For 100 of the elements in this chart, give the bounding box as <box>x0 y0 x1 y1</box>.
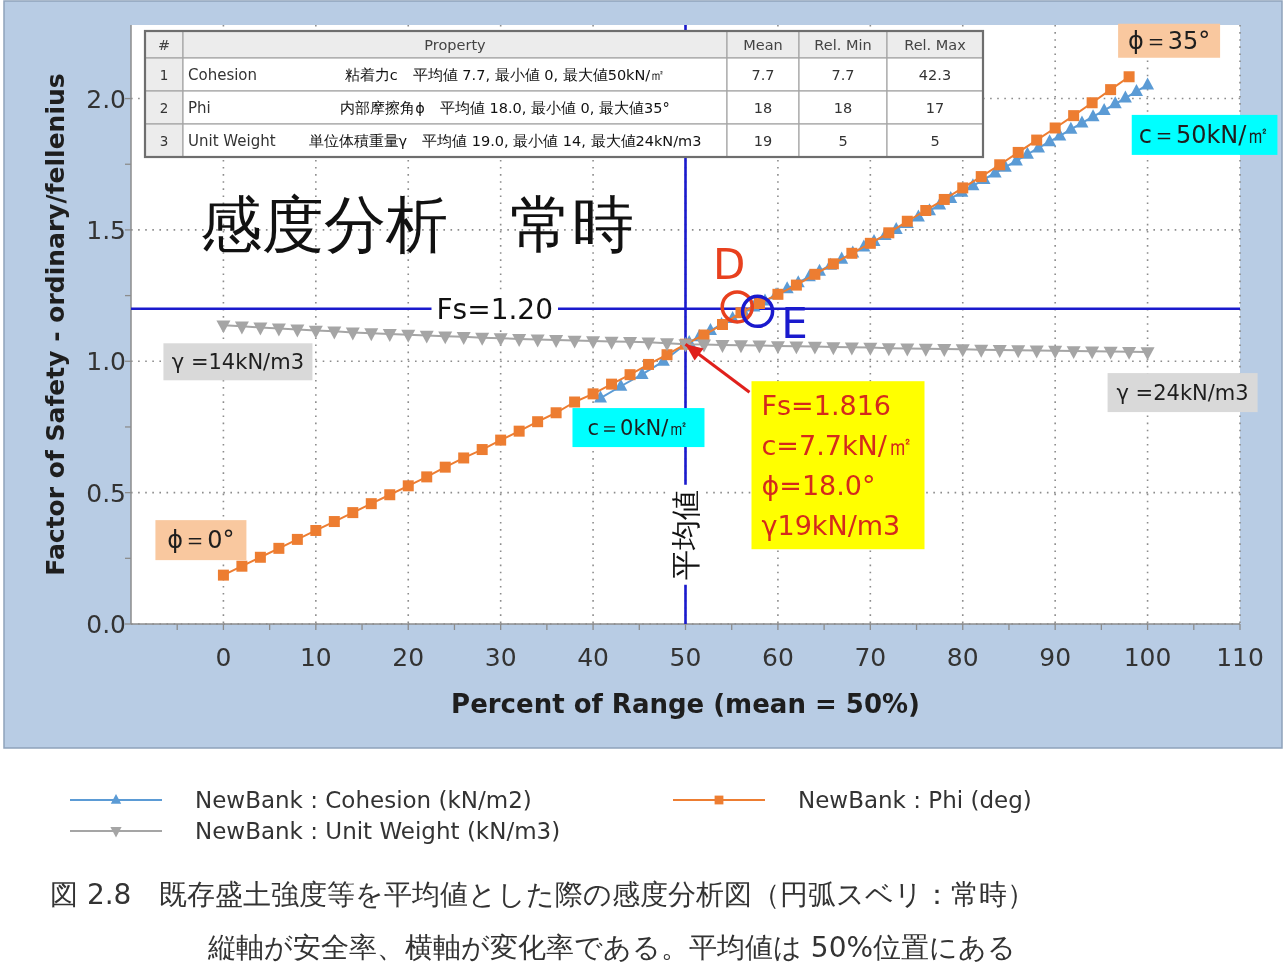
point <box>733 340 748 354</box>
point <box>661 349 673 361</box>
point <box>532 416 544 428</box>
point <box>863 342 878 356</box>
point <box>1103 346 1118 360</box>
point <box>1129 83 1143 97</box>
text: 縦軸が安全率、横軸が変化率である。平均値は 50%位置にある <box>206 930 1017 964</box>
caption: 図 2.8 既存盛土強度等を平均値とした際の感度分析図（円弧スベリ：常時） <box>50 877 1036 911</box>
point <box>643 358 655 370</box>
point <box>290 324 305 338</box>
point <box>994 159 1006 171</box>
point <box>513 425 525 437</box>
point <box>864 237 876 249</box>
point <box>920 204 932 216</box>
x-tick-label: 90 <box>1039 642 1072 672</box>
annotation: 粘着力c 平均値 7.7, 最小値 0, 最大値50kN/㎡ <box>344 66 666 83</box>
point <box>402 480 414 492</box>
point <box>1011 345 1026 359</box>
annotation: 2 <box>159 99 169 116</box>
point <box>1105 84 1117 96</box>
point <box>1043 134 1057 147</box>
annotation: Phi <box>188 98 211 117</box>
text: 感度分析 常時 <box>200 187 634 261</box>
point <box>770 341 785 355</box>
point <box>1031 134 1043 146</box>
point <box>604 336 619 350</box>
point <box>1048 345 1063 359</box>
point <box>236 560 248 572</box>
point <box>1122 346 1137 360</box>
annotation: γ =24kN/m3 <box>1116 380 1249 405</box>
point <box>698 329 710 341</box>
point <box>587 388 599 400</box>
point <box>1140 347 1155 361</box>
point <box>234 321 249 335</box>
annotation: 42.3 <box>918 66 952 83</box>
point <box>753 297 765 309</box>
point <box>937 344 952 357</box>
point <box>439 461 451 473</box>
point <box>1123 71 1135 83</box>
annotation: D <box>713 239 746 289</box>
point <box>495 434 507 446</box>
y-tick-label: 1.5 <box>86 215 126 245</box>
point <box>493 333 508 347</box>
point <box>458 452 470 464</box>
point <box>606 378 618 390</box>
point <box>1118 90 1132 103</box>
annotation: 3 <box>159 132 169 149</box>
y-tick-label: 1.0 <box>86 346 126 376</box>
x-tick-label: 70 <box>854 642 887 672</box>
point <box>1020 146 1034 159</box>
point <box>512 334 527 347</box>
point <box>345 327 360 341</box>
point <box>421 471 433 483</box>
point <box>273 542 285 554</box>
annotation: Rel. Min <box>814 36 872 53</box>
annotation: Unit Weight <box>188 131 276 150</box>
point <box>216 320 231 334</box>
x-tick-label: 80 <box>946 642 979 672</box>
point <box>291 533 303 545</box>
point <box>696 339 711 353</box>
point <box>918 343 933 357</box>
point <box>253 322 268 336</box>
annotation: 19 <box>753 132 773 149</box>
annotation: c＝0kN/㎡ <box>587 415 690 440</box>
point <box>883 227 895 239</box>
x-tick-label: 40 <box>577 642 609 672</box>
point <box>1085 346 1100 360</box>
y-tick-label: 0.0 <box>86 609 126 639</box>
annotation: Fs=1.816 c=7.7kN/㎡ ϕ=18.0° γ19kN/m3 <box>761 389 914 541</box>
annotation: 内部摩擦角ϕ 平均値 18.0, 最小値 0, 最大値35° <box>340 99 670 116</box>
point <box>623 336 638 350</box>
point <box>364 328 379 342</box>
annotation: 1 <box>159 66 169 83</box>
point <box>328 516 340 528</box>
point <box>550 407 562 419</box>
point <box>1029 345 1044 359</box>
point <box>456 331 471 345</box>
point <box>254 551 266 563</box>
point <box>1064 121 1078 134</box>
point <box>1075 115 1089 128</box>
annotation: 7.7 <box>751 66 775 83</box>
legend-label: NewBank : Phi (deg) <box>798 787 1032 813</box>
point <box>992 345 1007 359</box>
point <box>475 332 490 346</box>
point <box>438 331 453 345</box>
x-tick-label: 10 <box>299 642 332 672</box>
point <box>1066 346 1081 360</box>
annotation: ϕ＝0° <box>167 526 235 555</box>
point <box>347 507 359 519</box>
x-tick-label: 110 <box>1216 642 1264 672</box>
point <box>308 325 323 339</box>
annotation: 5 <box>930 132 940 149</box>
point <box>401 329 416 343</box>
point <box>476 444 488 456</box>
point <box>310 524 322 536</box>
x-tick-label: 30 <box>484 642 517 672</box>
point <box>271 323 286 337</box>
point <box>974 344 989 358</box>
point <box>567 335 582 349</box>
legend-label: NewBank : Cohesion (kN/m2) <box>195 787 532 813</box>
